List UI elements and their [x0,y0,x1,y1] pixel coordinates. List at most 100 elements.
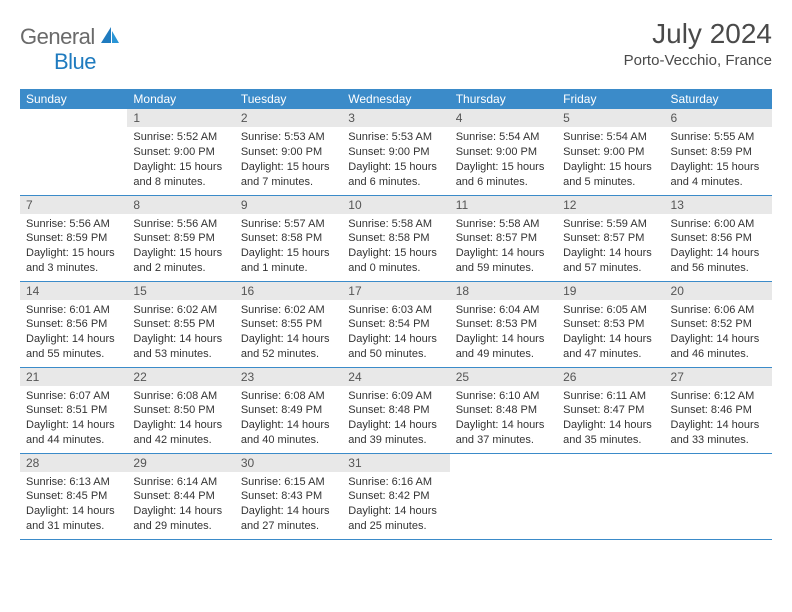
day-number: 8 [127,196,234,214]
day-content: Sunrise: 6:13 AMSunset: 8:45 PMDaylight:… [20,472,127,538]
month-title: July 2024 [624,18,772,50]
sunrise-text: Sunrise: 6:06 AM [671,303,766,318]
sunrise-text: Sunrise: 6:08 AM [133,389,228,404]
sunset-text: Sunset: 8:59 PM [26,231,121,246]
brand-word1: General [20,24,95,50]
calendar-cell: 8Sunrise: 5:56 AMSunset: 8:59 PMDaylight… [127,195,234,281]
sunset-text: Sunset: 9:00 PM [456,145,551,160]
calendar-cell: 16Sunrise: 6:02 AMSunset: 8:55 PMDayligh… [235,281,342,367]
sunset-text: Sunset: 9:00 PM [133,145,228,160]
day-number: 11 [450,196,557,214]
brand-logo: General [20,24,123,50]
sunset-text: Sunset: 8:53 PM [456,317,551,332]
day-number: 31 [342,454,449,472]
day-number: 19 [557,282,664,300]
weekday-header: Tuesday [235,89,342,109]
calendar-cell: 29Sunrise: 6:14 AMSunset: 8:44 PMDayligh… [127,453,234,539]
calendar-cell: 7Sunrise: 5:56 AMSunset: 8:59 PMDaylight… [20,195,127,281]
sunset-text: Sunset: 8:44 PM [133,489,228,504]
daylight-text: Daylight: 14 hours and 31 minutes. [26,504,121,534]
calendar-cell: 28Sunrise: 6:13 AMSunset: 8:45 PMDayligh… [20,453,127,539]
sunset-text: Sunset: 8:59 PM [133,231,228,246]
day-number: 1 [127,109,234,127]
daylight-text: Daylight: 14 hours and 27 minutes. [241,504,336,534]
day-number: 21 [20,368,127,386]
calendar-cell: 17Sunrise: 6:03 AMSunset: 8:54 PMDayligh… [342,281,449,367]
day-content: Sunrise: 5:56 AMSunset: 8:59 PMDaylight:… [20,214,127,280]
sunset-text: Sunset: 8:54 PM [348,317,443,332]
day-content: Sunrise: 6:07 AMSunset: 8:51 PMDaylight:… [20,386,127,452]
daylight-text: Daylight: 14 hours and 35 minutes. [563,418,658,448]
calendar-cell: 2Sunrise: 5:53 AMSunset: 9:00 PMDaylight… [235,109,342,195]
sunrise-text: Sunrise: 5:55 AM [671,130,766,145]
daylight-text: Daylight: 14 hours and 44 minutes. [26,418,121,448]
sunrise-text: Sunrise: 5:56 AM [133,217,228,232]
calendar-cell [20,109,127,195]
calendar-cell: 10Sunrise: 5:58 AMSunset: 8:58 PMDayligh… [342,195,449,281]
weekday-header: Monday [127,89,234,109]
day-number: 2 [235,109,342,127]
sunrise-text: Sunrise: 6:16 AM [348,475,443,490]
sunrise-text: Sunrise: 6:00 AM [671,217,766,232]
day-content: Sunrise: 5:56 AMSunset: 8:59 PMDaylight:… [127,214,234,280]
daylight-text: Daylight: 15 hours and 8 minutes. [133,160,228,190]
day-content: Sunrise: 6:12 AMSunset: 8:46 PMDaylight:… [665,386,772,452]
calendar-cell: 14Sunrise: 6:01 AMSunset: 8:56 PMDayligh… [20,281,127,367]
brand-word2: Blue [54,49,96,75]
weekday-header: Friday [557,89,664,109]
calendar-cell [665,453,772,539]
calendar-cell: 4Sunrise: 5:54 AMSunset: 9:00 PMDaylight… [450,109,557,195]
calendar-table: Sunday Monday Tuesday Wednesday Thursday… [20,89,772,540]
weekday-header: Wednesday [342,89,449,109]
day-number: 14 [20,282,127,300]
sunrise-text: Sunrise: 5:58 AM [456,217,551,232]
day-content: Sunrise: 6:08 AMSunset: 8:49 PMDaylight:… [235,386,342,452]
weekday-header: Thursday [450,89,557,109]
location-label: Porto-Vecchio, France [624,52,772,69]
daylight-text: Daylight: 15 hours and 5 minutes. [563,160,658,190]
daylight-text: Daylight: 14 hours and 33 minutes. [671,418,766,448]
calendar-cell: 1Sunrise: 5:52 AMSunset: 9:00 PMDaylight… [127,109,234,195]
day-content: Sunrise: 5:52 AMSunset: 9:00 PMDaylight:… [127,127,234,193]
sunrise-text: Sunrise: 5:58 AM [348,217,443,232]
sunrise-text: Sunrise: 5:53 AM [348,130,443,145]
sunrise-text: Sunrise: 5:57 AM [241,217,336,232]
day-content: Sunrise: 6:03 AMSunset: 8:54 PMDaylight:… [342,300,449,366]
day-content: Sunrise: 6:00 AMSunset: 8:56 PMDaylight:… [665,214,772,280]
calendar-body: 1Sunrise: 5:52 AMSunset: 9:00 PMDaylight… [20,109,772,539]
weekday-header-row: Sunday Monday Tuesday Wednesday Thursday… [20,89,772,109]
day-content: Sunrise: 5:58 AMSunset: 8:57 PMDaylight:… [450,214,557,280]
sunset-text: Sunset: 8:53 PM [563,317,658,332]
daylight-text: Daylight: 14 hours and 56 minutes. [671,246,766,276]
sunset-text: Sunset: 8:57 PM [456,231,551,246]
day-number: 12 [557,196,664,214]
calendar-cell: 23Sunrise: 6:08 AMSunset: 8:49 PMDayligh… [235,367,342,453]
sunrise-text: Sunrise: 5:56 AM [26,217,121,232]
daylight-text: Daylight: 15 hours and 0 minutes. [348,246,443,276]
calendar-cell: 26Sunrise: 6:11 AMSunset: 8:47 PMDayligh… [557,367,664,453]
sunset-text: Sunset: 8:55 PM [241,317,336,332]
calendar-cell: 31Sunrise: 6:16 AMSunset: 8:42 PMDayligh… [342,453,449,539]
daylight-text: Daylight: 14 hours and 29 minutes. [133,504,228,534]
day-number: 30 [235,454,342,472]
daylight-text: Daylight: 14 hours and 53 minutes. [133,332,228,362]
daylight-text: Daylight: 14 hours and 50 minutes. [348,332,443,362]
sunrise-text: Sunrise: 6:03 AM [348,303,443,318]
day-number: 3 [342,109,449,127]
day-number: 7 [20,196,127,214]
sunrise-text: Sunrise: 6:05 AM [563,303,658,318]
calendar-cell: 20Sunrise: 6:06 AMSunset: 8:52 PMDayligh… [665,281,772,367]
calendar-cell: 27Sunrise: 6:12 AMSunset: 8:46 PMDayligh… [665,367,772,453]
daylight-text: Daylight: 14 hours and 47 minutes. [563,332,658,362]
day-content: Sunrise: 6:08 AMSunset: 8:50 PMDaylight:… [127,386,234,452]
day-number: 29 [127,454,234,472]
day-content: Sunrise: 5:55 AMSunset: 8:59 PMDaylight:… [665,127,772,193]
sunset-text: Sunset: 8:49 PM [241,403,336,418]
sunset-text: Sunset: 9:00 PM [241,145,336,160]
calendar-cell: 19 Sunrise: 6:05 AMSunset: 8:53 PMDayligh… [557,281,664,367]
sunset-text: Sunset: 8:56 PM [671,231,766,246]
sunset-text: Sunset: 8:58 PM [241,231,336,246]
calendar-cell [557,453,664,539]
sunrise-text: Sunrise: 5:52 AM [133,130,228,145]
daylight-text: Daylight: 14 hours and 46 minutes. [671,332,766,362]
